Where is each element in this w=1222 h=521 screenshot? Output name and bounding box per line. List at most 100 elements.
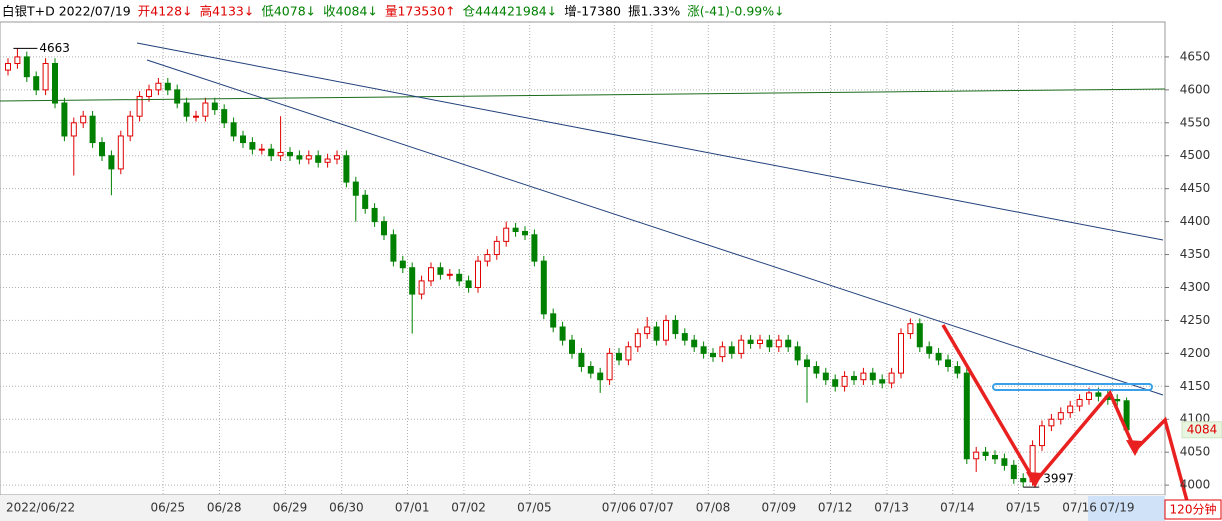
candle-body <box>136 95 143 117</box>
label-layer: 4000405041004150420042504300435044004450… <box>6 41 1222 520</box>
arrow-head <box>1026 472 1043 488</box>
candle-body <box>117 135 124 170</box>
candle-body <box>14 56 21 65</box>
candle-body <box>1048 418 1055 427</box>
header-item: 增-17380 <box>564 4 621 19</box>
candle-body <box>371 207 378 223</box>
candle-body <box>869 372 876 381</box>
x-tick-label: 07/14 <box>940 501 975 515</box>
candle-body <box>503 227 510 242</box>
candle-body <box>23 56 30 78</box>
candle-body <box>1039 425 1045 447</box>
candle-body <box>597 372 604 381</box>
candle-body <box>785 339 792 348</box>
candle-body <box>305 155 312 160</box>
x-tick-label: 07/13 <box>874 501 909 515</box>
x-tick-label: 07/12 <box>818 501 853 515</box>
x-tick-label: 07/15 <box>1006 501 1041 515</box>
candle-body <box>559 326 566 341</box>
header-item: 开4128↓ <box>138 4 193 19</box>
header-item: 低4078↓ <box>261 4 316 19</box>
candle-body <box>418 280 425 295</box>
candle-body <box>108 155 115 170</box>
candle-body <box>879 379 886 384</box>
y-tick-label: 4400 <box>1180 214 1211 228</box>
candle-body <box>606 352 613 381</box>
header: 白银T+D 2022/07/19 开4128↓ 高4133↓ 低4078↓ 收4084↓… <box>2 4 785 19</box>
candle-body <box>268 148 275 157</box>
candle-body <box>822 372 829 381</box>
candle-body <box>428 267 434 282</box>
candle-body <box>907 323 914 335</box>
candle-body <box>691 339 698 348</box>
date-axis-band <box>0 495 1165 521</box>
x-tick-label: 07/08 <box>696 501 731 515</box>
x-tick-label: 07/19 <box>1100 501 1135 515</box>
x-tick-label: 06/29 <box>273 501 308 515</box>
candle-body <box>522 230 528 236</box>
candle-body <box>99 142 105 157</box>
x-tick-label: 07/09 <box>762 501 797 515</box>
candle-body <box>437 267 444 275</box>
candle-body <box>757 339 763 344</box>
x-tick-label: 07/16 <box>1062 501 1097 515</box>
candle-body <box>550 313 557 328</box>
candle-body <box>287 151 293 157</box>
candle-body <box>334 155 340 160</box>
candle-body <box>700 346 707 354</box>
candle-body <box>1020 478 1027 483</box>
candle-body <box>663 319 669 341</box>
candle-body <box>475 260 481 288</box>
candle-body <box>164 82 171 91</box>
candle-body <box>174 89 181 104</box>
candle-body <box>681 333 688 341</box>
y-tick-label: 4300 <box>1180 280 1211 294</box>
y-tick-label: 4450 <box>1180 181 1211 195</box>
y-tick-label: 4150 <box>1180 379 1211 393</box>
drawings <box>0 42 1197 518</box>
candle-body <box>963 372 970 460</box>
x-tick-label: 07/05 <box>517 501 552 515</box>
last-price-label: 4084 <box>1187 422 1218 436</box>
high-label: 4663 <box>39 41 70 55</box>
x-tick-label: 2022/06/22 <box>6 501 75 515</box>
candle-body <box>804 359 810 368</box>
candle-body <box>230 122 237 137</box>
header-item: 高4133↓ <box>200 4 255 19</box>
last-price-box <box>1181 421 1222 439</box>
y-tick-label: 4600 <box>1180 82 1211 96</box>
y-tick-label: 4650 <box>1180 49 1211 63</box>
candle-body <box>841 375 848 387</box>
candle-body <box>211 102 218 111</box>
y-tick-label: 4550 <box>1180 115 1211 129</box>
header-item: 白银T+D 2022/07/19 <box>2 4 131 19</box>
candle-body <box>898 333 904 374</box>
candle-body <box>860 372 867 381</box>
candle-body <box>296 155 303 160</box>
candle-body <box>89 115 96 144</box>
period-box <box>1164 499 1222 520</box>
candle-body <box>832 379 839 387</box>
candle-body <box>992 454 998 460</box>
candle-body <box>381 221 387 236</box>
date-axis-highlight <box>1088 496 1165 521</box>
candle-body <box>5 63 11 71</box>
green-line <box>0 88 1166 102</box>
candle-body <box>888 372 895 384</box>
header-item: 涨(-41)-0.99%↓ <box>687 4 784 19</box>
candle-body <box>540 260 547 315</box>
candle-body <box>954 366 961 374</box>
y-tick-label: 4500 <box>1180 148 1211 162</box>
candle-body <box>973 451 980 460</box>
x-tick-label: 06/28 <box>207 501 242 515</box>
candle-body <box>446 273 453 276</box>
candle-body <box>33 76 40 91</box>
candle-body <box>512 227 519 232</box>
grid-layer <box>0 22 1169 495</box>
resistance-box <box>992 383 1153 391</box>
candle-body <box>653 326 660 341</box>
candle-body <box>710 352 716 358</box>
candle-body <box>1076 398 1083 407</box>
candle-body <box>399 260 406 269</box>
